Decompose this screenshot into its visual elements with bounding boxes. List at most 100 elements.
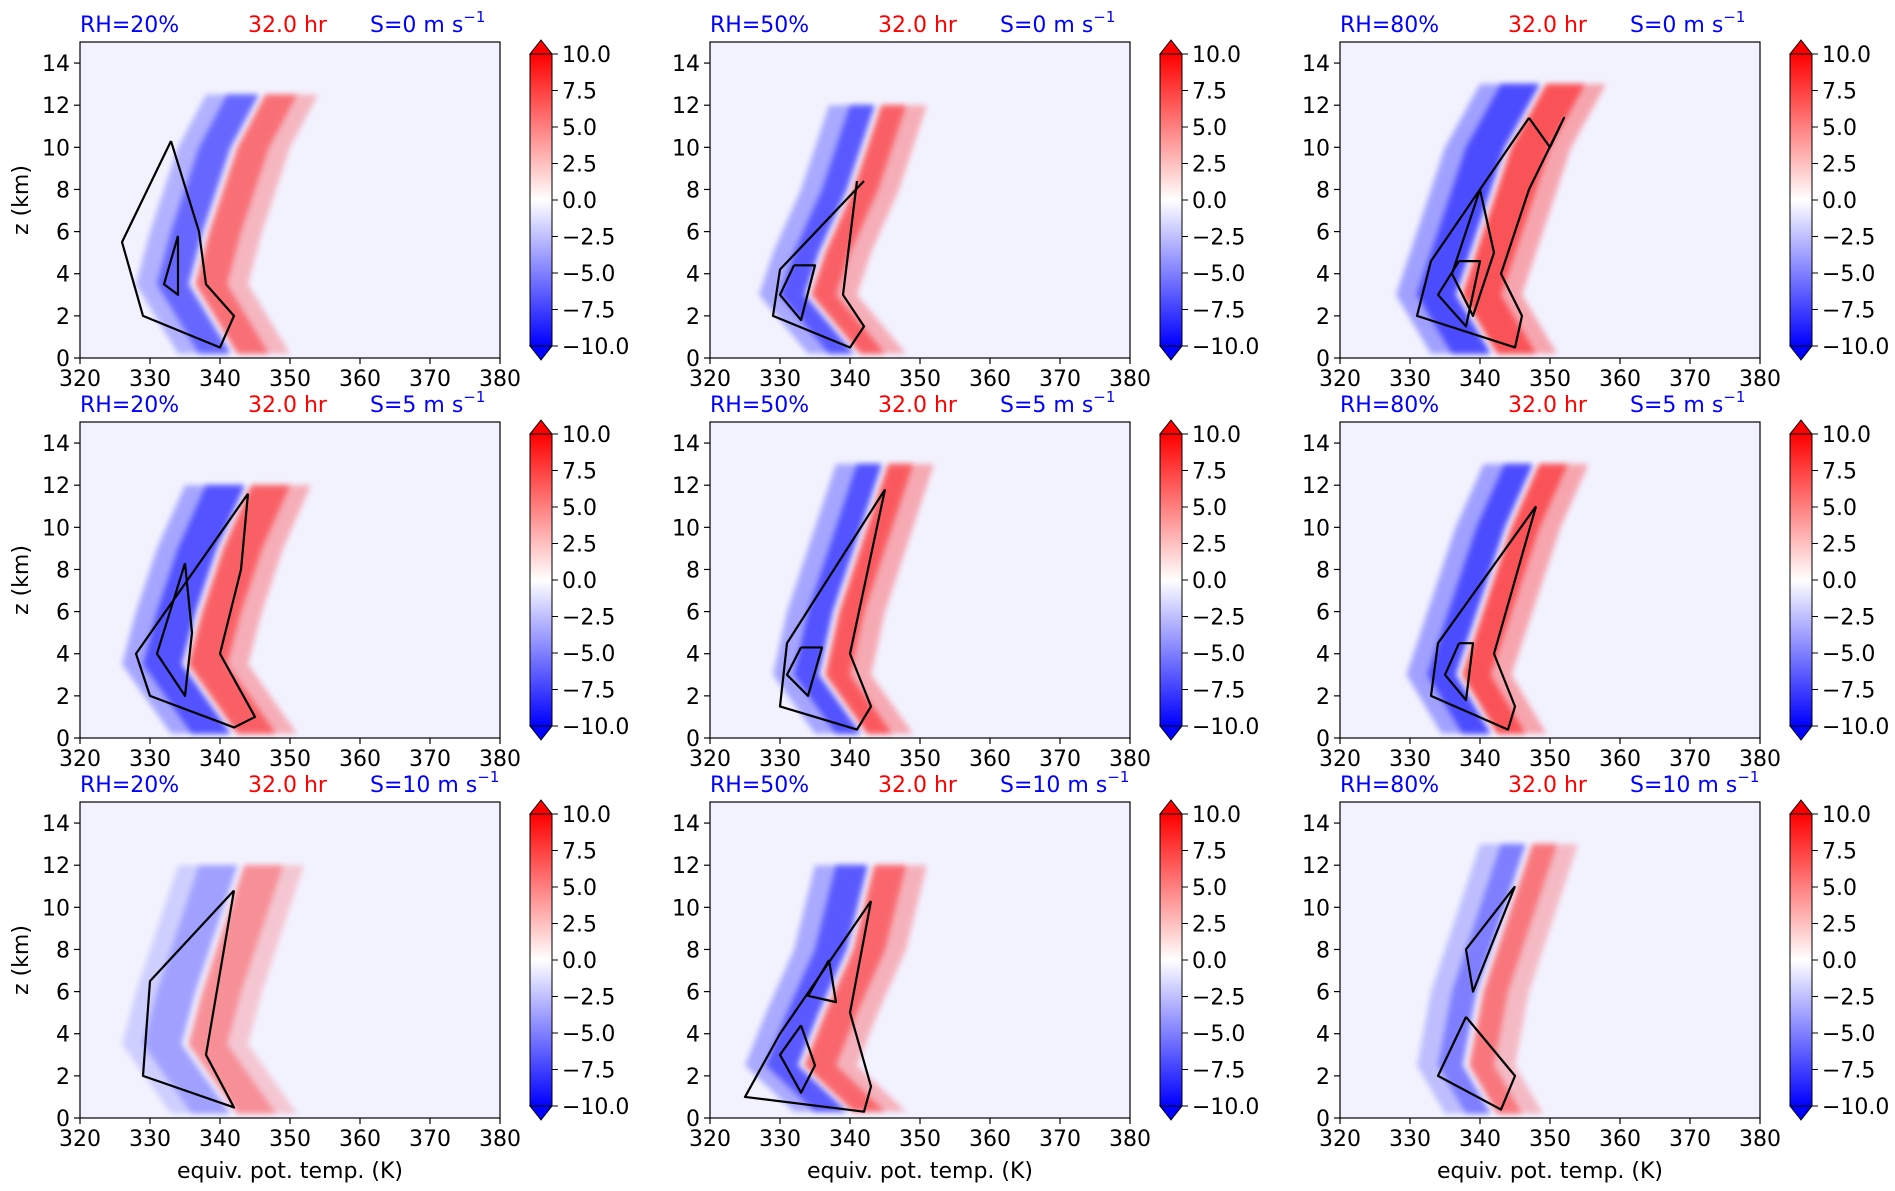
contour-line	[1436, 259, 1482, 328]
y-tick-label: 6	[1316, 981, 1330, 1006]
colorbar: 10.0 7.5 5.0 2.5 0.0 −2.5 −5.0 −7.5 −10.0	[1158, 799, 1259, 1121]
y-tick-label: 10	[1302, 136, 1330, 161]
y-tick-label: 2	[1316, 305, 1330, 330]
y-tick-label: 6	[686, 601, 700, 626]
colorbar-tick-label: 2.5	[562, 533, 597, 558]
contour-line	[141, 889, 236, 1109]
shear-label: S=5 m s−1	[1000, 388, 1115, 418]
y-tick-label: 4	[1316, 643, 1330, 668]
y-tick-label: 6	[1316, 601, 1330, 626]
colorbar-body	[529, 433, 553, 727]
x-tick-label: 340	[199, 747, 241, 772]
y-tick-label: 4	[1316, 263, 1330, 288]
shear-label: S=5 m s−1	[370, 388, 485, 418]
colorbar-tick-label: −7.5	[1822, 679, 1875, 704]
colorbar-tick-label: −5.0	[1192, 1022, 1245, 1047]
x-tick-label: 330	[1389, 1127, 1431, 1152]
y-tick-label: 10	[672, 516, 700, 541]
x-tick-label: 380	[1739, 747, 1781, 772]
colorbar-tick-label: −2.5	[1822, 226, 1875, 251]
colorbar: 10.0 7.5 5.0 2.5 0.0 −2.5 −5.0 −7.5 −10.0	[1788, 39, 1889, 361]
shear-label: S=10 m s−1	[1630, 768, 1759, 798]
colorbar-tick-label: −10.0	[1822, 1095, 1889, 1120]
colorbar-body	[1789, 813, 1813, 1107]
positive-band	[188, 865, 283, 1114]
y-tick-label: 8	[56, 178, 70, 203]
time-label: 32.0 hr	[1508, 393, 1588, 418]
contour-line	[785, 646, 824, 697]
colorbar-tick-label: −5.0	[562, 262, 615, 287]
y-tick-label: 8	[686, 938, 700, 963]
panel-7: 320 330 340 350 360 370 380 0 2 4 6 8 10 12 14 z (km) eq…	[9, 768, 629, 1184]
colorbar-tick-label: 2.5	[1822, 913, 1857, 938]
colorbar-tick-label: −7.5	[1192, 679, 1245, 704]
y-axis-label: z (km)	[9, 925, 34, 995]
colorbar-tick-label: −5.0	[1822, 1022, 1875, 1047]
panel-8: 320 330 340 350 360 370 380 0 2 4 6 8 10 12 14 equiv. p…	[672, 768, 1259, 1184]
contour-line	[120, 140, 236, 349]
y-tick-label: 8	[56, 558, 70, 583]
colorbar-tick-label: −2.5	[562, 226, 615, 251]
colorbar-tick-label: −5.0	[1822, 262, 1875, 287]
x-tick-label: 320	[59, 747, 101, 772]
anomaly-field	[1406, 464, 1589, 734]
colorbar: 10.0 7.5 5.0 2.5 0.0 −2.5 −5.0 −7.5 −10.0	[528, 39, 629, 361]
y-tick-label: 0	[686, 347, 700, 372]
y-tick-label: 0	[56, 1107, 70, 1132]
x-tick-label: 360	[1599, 747, 1641, 772]
rh-label: RH=50%	[710, 393, 809, 418]
colorbar-extend-max	[528, 799, 554, 815]
colorbar: 10.0 7.5 5.0 2.5 0.0 −2.5 −5.0 −7.5 −10.0	[1788, 799, 1889, 1121]
colorbar-tick-label: −2.5	[1822, 606, 1875, 631]
colorbar-extend-min	[528, 725, 554, 741]
time-label: 32.0 hr	[878, 773, 958, 798]
panel-grid: 320 330 340 350 360 370 380 0 2 4 6 8 10 12 14 z (km) RH…	[9, 8, 1889, 1184]
colorbar-extend-max	[1158, 39, 1184, 55]
y-tick-label: 12	[672, 854, 700, 879]
colorbar-extend-max	[528, 419, 554, 435]
negative-band	[780, 105, 875, 354]
shear-exponent: −1	[1723, 388, 1745, 406]
y-tick-label: 2	[56, 685, 70, 710]
x-tick-label: 380	[1739, 367, 1781, 392]
y-tick-label: 10	[672, 136, 700, 161]
y-tick-label: 2	[56, 1065, 70, 1090]
contour-line	[1429, 505, 1538, 731]
x-tick-label: 370	[1669, 367, 1711, 392]
colorbar-tick-label: 5.0	[1822, 876, 1857, 901]
colorbar-extend-min	[1158, 725, 1184, 741]
positive-band	[188, 485, 290, 734]
y-tick-label: 14	[1302, 52, 1330, 77]
y-tick-label: 14	[42, 52, 70, 77]
x-tick-label: 320	[59, 367, 101, 392]
colorbar-tick-label: −5.0	[1192, 262, 1245, 287]
y-tick-label: 4	[1316, 1023, 1330, 1048]
colorbar-tick-label: −5.0	[1822, 642, 1875, 667]
colorbar-tick-label: 7.5	[1822, 460, 1857, 485]
x-tick-label: 320	[59, 1127, 101, 1152]
colorbar-tick-label: 10.0	[1822, 423, 1871, 448]
x-tick-label: 330	[129, 747, 171, 772]
x-tick-label: 340	[829, 1127, 871, 1152]
colorbar-tick-label: 5.0	[1192, 116, 1227, 141]
y-tick-label: 4	[56, 1023, 70, 1048]
x-tick-label: 340	[1459, 1127, 1501, 1152]
y-tick-label: 14	[1302, 812, 1330, 837]
colorbar-extend-max	[1158, 419, 1184, 435]
negative-band	[1417, 84, 1540, 354]
colorbar-extend-max	[1158, 799, 1184, 815]
x-tick-label: 330	[759, 1127, 801, 1152]
x-tick-label: 350	[269, 1127, 311, 1152]
colorbar-tick-label: −2.5	[1192, 606, 1245, 631]
x-tick-label: 370	[409, 747, 451, 772]
x-tick-label: 350	[899, 367, 941, 392]
y-tick-label: 10	[1302, 516, 1330, 541]
colorbar-extend-max	[1788, 419, 1814, 435]
x-tick-label: 360	[1599, 1127, 1641, 1152]
colorbar-tick-label: 10.0	[1192, 43, 1241, 68]
y-tick-label: 14	[672, 812, 700, 837]
x-tick-label: 340	[1459, 367, 1501, 392]
colorbar-tick-label: −7.5	[1192, 299, 1245, 324]
y-tick-label: 14	[1302, 432, 1330, 457]
